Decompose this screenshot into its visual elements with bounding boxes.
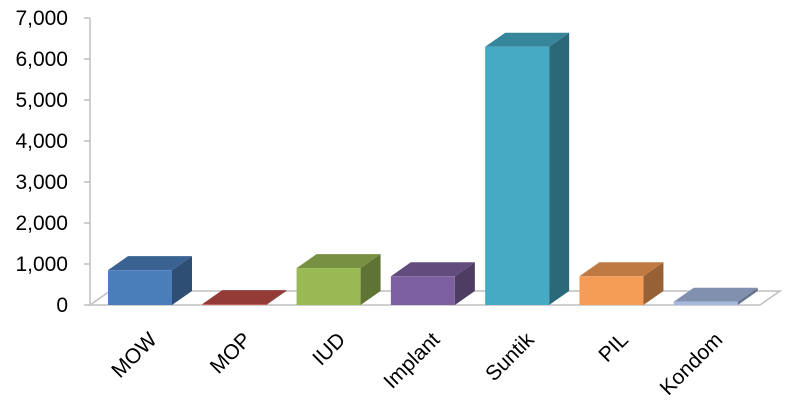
x-tick-label: Implant xyxy=(379,328,444,393)
y-tick-label: 1,000 xyxy=(15,253,68,276)
y-tick-label: 6,000 xyxy=(15,48,68,71)
bar-top xyxy=(108,256,192,271)
y-tick-label: 0 xyxy=(56,294,68,317)
y-axis: 0 1,000 2,000 3,000 4,000 5,000 6,000 7,000 xyxy=(15,7,91,317)
x-tick-label: IUD xyxy=(308,328,350,370)
y-tick-label: 3,000 xyxy=(15,171,68,194)
bar-front xyxy=(202,304,267,305)
bar-top xyxy=(485,32,570,47)
x-tick-label: Kondom xyxy=(656,328,728,400)
y-tick-label: 5,000 xyxy=(15,89,68,112)
bar-front xyxy=(485,46,550,305)
bar-iud xyxy=(296,254,381,305)
bar-top xyxy=(579,262,664,277)
bar-side xyxy=(360,254,381,305)
x-tick-label: PIL xyxy=(594,328,633,367)
bars xyxy=(108,32,758,305)
bar-side xyxy=(172,256,192,305)
bar-side xyxy=(643,262,664,305)
bar-front xyxy=(108,270,172,305)
bar-top xyxy=(390,262,475,277)
bar-top xyxy=(296,254,381,269)
x-tick-label: Suntik xyxy=(481,328,539,386)
bar-front xyxy=(390,276,455,305)
bar-pil xyxy=(579,262,664,305)
x-axis-labels: MOW MOP IUD Implant Suntik PIL Kondom xyxy=(107,328,727,400)
y-tick-label: 4,000 xyxy=(15,130,68,153)
x-tick-label: MOP xyxy=(206,328,256,378)
bar-kondom xyxy=(673,287,758,305)
bar-side xyxy=(737,287,758,305)
bar-front xyxy=(673,301,738,305)
bar-side xyxy=(266,290,287,305)
x-tick-label: MOW xyxy=(107,328,161,382)
bar-side xyxy=(454,262,475,305)
bar-mow xyxy=(108,256,192,305)
bar-front xyxy=(579,276,644,305)
bar-top xyxy=(673,287,758,302)
bar-suntik xyxy=(485,32,570,305)
bar-side xyxy=(549,32,570,305)
bar-front xyxy=(296,268,361,305)
y-tick-label: 2,000 xyxy=(15,212,68,235)
bar-mop xyxy=(202,290,287,305)
bar-implant xyxy=(390,262,475,305)
y-tick-label: 7,000 xyxy=(15,7,68,30)
bar-top xyxy=(202,290,287,305)
